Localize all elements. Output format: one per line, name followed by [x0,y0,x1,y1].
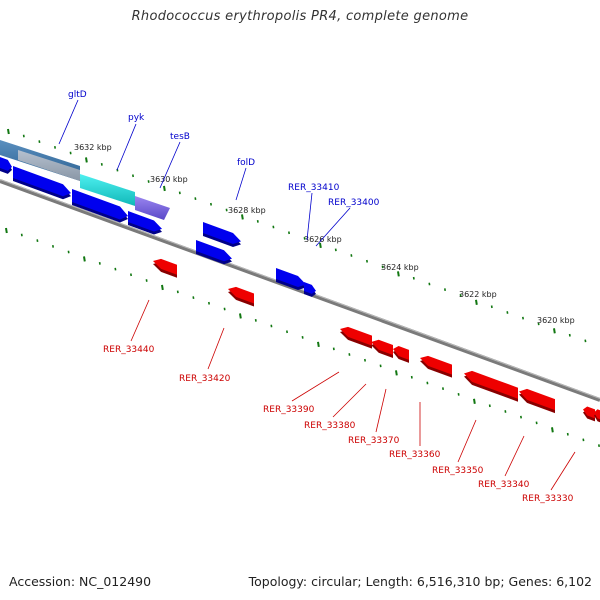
gene-label-RER_33360: RER_33360 [389,450,441,460]
gene-arrow[interactable] [304,282,316,294]
scale-label: 3628 kbp [228,206,266,215]
gene-label-tesB: tesB [170,132,190,142]
gene-arrow[interactable] [340,326,372,346]
gene-arrow[interactable] [464,370,518,399]
topology-text: Topology: circular; Length: 6,516,310 bp… [248,574,592,589]
forward-scale-ticks [7,128,587,343]
scale-label: 3624 kbp [381,263,419,272]
gene-arrow[interactable] [420,355,452,375]
gene-label-folD: folD [237,158,255,168]
gene-label-gltD: gltD [68,90,87,100]
gene-arrow[interactable] [594,409,600,420]
major-tick [319,242,322,249]
gene-arrow[interactable] [393,346,409,360]
scale-label: 3626 kbp [304,235,342,244]
gene-label-RER_33440: RER_33440 [103,345,155,355]
gene-label-RER_33350: RER_33350 [432,466,484,476]
forward-genes [0,157,316,297]
major-tick [85,157,88,163]
major-tick [163,185,166,192]
gene-arrow[interactable] [0,157,12,171]
gene-label-RER_33420: RER_33420 [179,374,231,384]
major-tick [241,214,244,220]
gene-label-RER_33380: RER_33380 [304,421,356,431]
major-tick [7,128,10,135]
gene-arrow[interactable] [72,189,128,220]
gene-label-RER_33330: RER_33330 [522,494,574,504]
gene-arrow[interactable] [196,240,232,262]
accession-text: Accession: NC_012490 [9,574,152,589]
map-title: Rhodococcus erythropolis PR4, complete g… [131,9,469,24]
major-tick [397,271,400,277]
scale-label: 3622 kbp [459,290,497,299]
gene-label-RER_33410: RER_33410 [288,183,340,193]
scale-label: 3620 kbp [537,316,575,325]
gene-arrow[interactable] [203,222,241,244]
major-tick [551,427,554,433]
major-tick [317,341,320,348]
gene-arrow[interactable] [153,258,177,275]
gene-arrow[interactable] [583,406,595,419]
major-tick [5,227,8,234]
major-tick [553,328,556,334]
major-tick [239,313,242,319]
gene-arrow[interactable] [13,166,71,197]
gene-arrow[interactable] [128,211,162,232]
gene-arrow[interactable] [276,268,306,288]
genome-backbone [0,179,600,402]
major-tick [161,284,164,291]
gene-arrow[interactable] [519,388,555,411]
reverse-scale-ticks [5,227,600,447]
major-tick [473,398,476,404]
gene-arrow[interactable] [228,286,254,304]
gene-arrow[interactable] [371,339,393,356]
major-tick [475,299,478,305]
gene-label-pyk: pyk [128,113,145,123]
scale-label: 3630 kbp [150,175,188,184]
major-tick [395,370,398,376]
reverse-genes [153,258,600,423]
highlighted-operon [0,140,170,220]
scale-label: 3632 kbp [74,143,112,152]
gene-label-RER_33340: RER_33340 [478,480,530,490]
gene-label-RER_33390: RER_33390 [263,405,315,415]
gene-label-RER_33400: RER_33400 [328,198,380,208]
gene-label-RER_33370: RER_33370 [348,436,400,446]
major-tick [83,256,86,262]
